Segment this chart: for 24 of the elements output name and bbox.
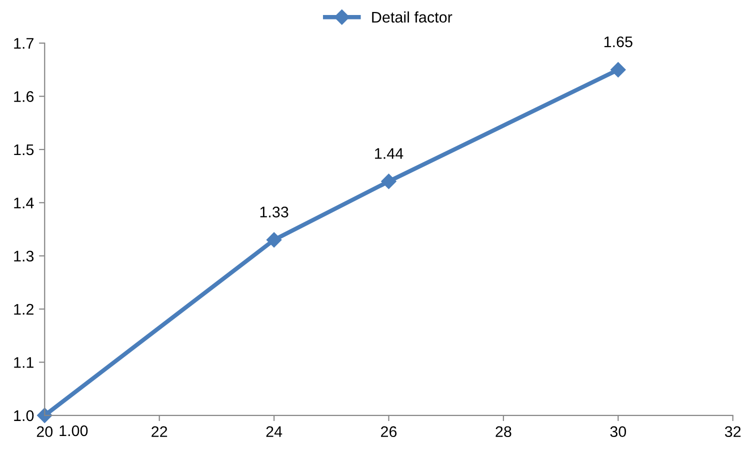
- x-tick-label: 30: [610, 426, 626, 438]
- y-tick-label: 1.4: [14, 198, 34, 208]
- x-tick-label: 26: [381, 426, 397, 438]
- y-tick-label: 1.0: [14, 410, 34, 422]
- y-tick-label: 1.6: [14, 91, 34, 102]
- y-tick-label: 1.5: [14, 144, 34, 156]
- y-tick-label: 1.3: [14, 250, 34, 262]
- x-tick-label: 20: [36, 426, 53, 438]
- x-tick-label: 28: [496, 426, 512, 438]
- data-label: 1.44: [375, 148, 404, 159]
- y-tick-label: 1.7: [14, 38, 34, 49]
- data-label: 1.65: [604, 36, 632, 48]
- x-tick-label: 32: [724, 426, 741, 438]
- y-tick-label: 1.2: [14, 304, 34, 315]
- point: [381, 174, 396, 189]
- point: [610, 62, 626, 78]
- point: [37, 408, 52, 423]
- x-tick-label: 22: [152, 426, 168, 437]
- data-label: 1.00: [60, 425, 88, 436]
- point: [266, 232, 282, 248]
- legend-label: Detail factor: [372, 11, 452, 23]
- y-tick-label: 1.1: [14, 357, 34, 368]
- data-label: 1.33: [260, 206, 288, 218]
- x-tick-label: 24: [266, 426, 282, 437]
